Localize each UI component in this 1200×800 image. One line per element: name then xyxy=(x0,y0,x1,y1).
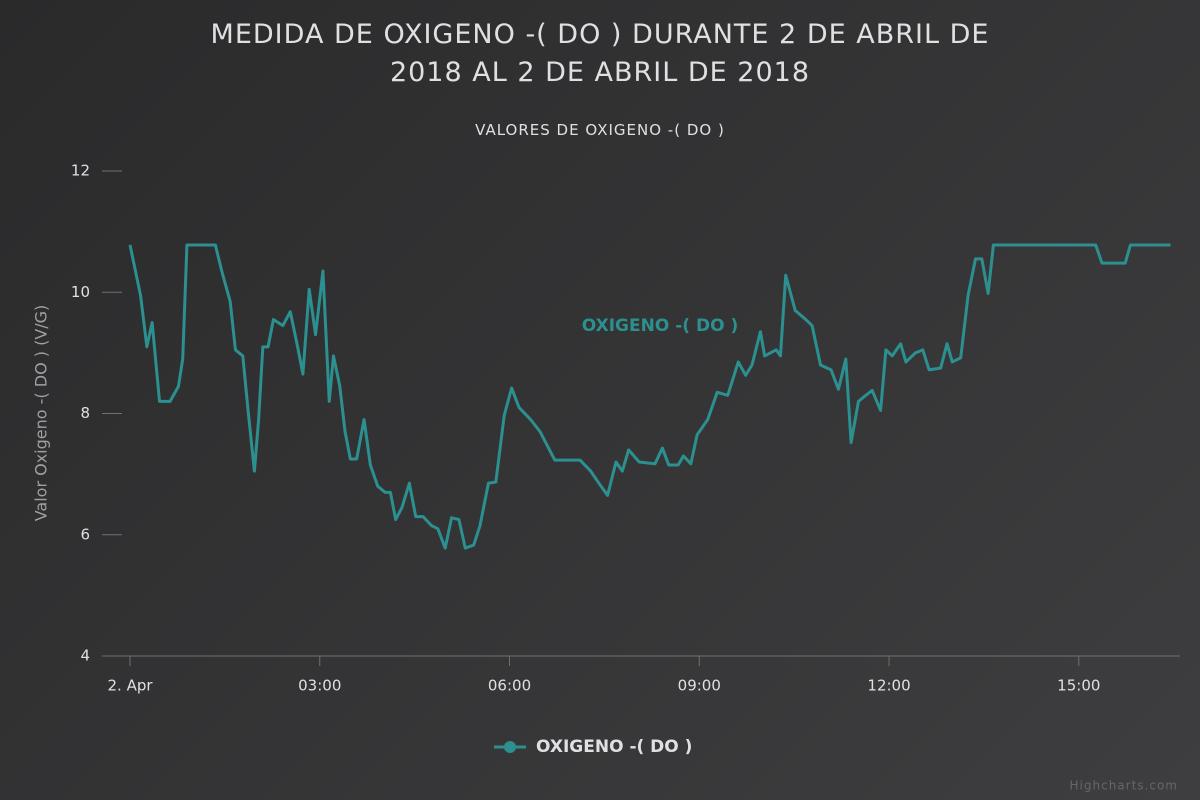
chart-title: MEDIDA DE OXIGENO -( DO ) DURANTE 2 DE A… xyxy=(210,19,990,88)
x-tick-label: 03:00 xyxy=(298,677,341,695)
x-tick-label: 06:00 xyxy=(488,677,531,695)
x-tick-label: 2. Apr xyxy=(107,677,153,695)
chart-subtitle: VALORES DE OXIGENO -( DO ) xyxy=(475,121,725,139)
y-tick-label: 12 xyxy=(71,162,90,180)
data-line xyxy=(128,243,1171,550)
series-label: OXIGENO -( DO ) xyxy=(582,316,738,336)
y-tick-label: 6 xyxy=(80,525,90,543)
y-axis-title: Valor Oxigeno -( DO ) (V/G) xyxy=(32,305,51,522)
x-tick-label: 09:00 xyxy=(678,677,721,695)
x-tick-label: 15:00 xyxy=(1057,677,1100,695)
y-tick-label: 8 xyxy=(80,404,90,422)
y-tick-label: 10 xyxy=(71,283,90,301)
credits: Highcharts.com xyxy=(1070,779,1178,793)
legend-marker xyxy=(504,741,516,753)
x-tick-label: 12:00 xyxy=(867,677,910,695)
legend-label[interactable]: OXIGENO -( DO ) xyxy=(536,737,692,757)
y-tick-label: 4 xyxy=(80,647,90,665)
